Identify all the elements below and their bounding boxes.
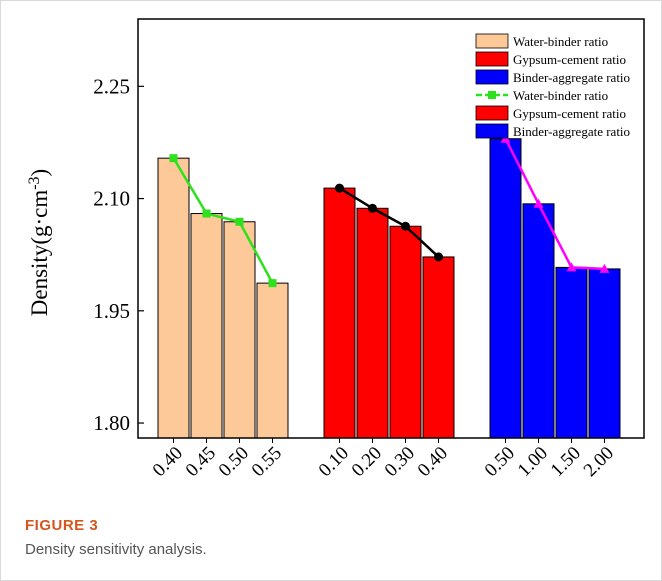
trend-point bbox=[169, 154, 178, 163]
legend-label: Gypsum-cement ratio bbox=[513, 52, 626, 67]
figure-label: FIGURE 3 bbox=[25, 517, 99, 534]
y-tick-label: 1.95 bbox=[93, 299, 130, 323]
trend-point bbox=[235, 217, 244, 226]
x-tick-label: 2.00 bbox=[580, 443, 618, 481]
bar bbox=[323, 187, 356, 439]
x-tick-label: 0.30 bbox=[381, 443, 419, 481]
trend-point bbox=[335, 183, 344, 193]
bar bbox=[223, 221, 256, 439]
bar bbox=[422, 256, 455, 439]
x-tick-label: 0.50 bbox=[481, 443, 519, 481]
bar bbox=[157, 157, 190, 439]
x-tick-label: 0.40 bbox=[149, 443, 187, 481]
bar bbox=[389, 225, 422, 439]
trend-point bbox=[599, 263, 610, 273]
trend-line bbox=[338, 187, 440, 258]
bar bbox=[588, 268, 621, 439]
x-tick-label: 1.00 bbox=[514, 443, 552, 481]
trend-point bbox=[268, 279, 277, 288]
x-tick-label: 0.45 bbox=[182, 443, 220, 481]
trend-point bbox=[401, 221, 410, 231]
x-tick-label: 0.50 bbox=[215, 443, 253, 481]
trend-point bbox=[533, 198, 544, 208]
y-axis-label: Density(g·cm-3) bbox=[26, 169, 53, 316]
x-tick-label: 0.10 bbox=[315, 443, 353, 481]
density-chart: 0.400.450.500.55 0.100.200.300.40 0.501.00… bbox=[26, 18, 645, 481]
legend-swatch bbox=[475, 33, 509, 49]
x-tick-label: 0.55 bbox=[248, 443, 286, 481]
trend-point bbox=[202, 209, 211, 218]
bar bbox=[356, 207, 389, 439]
legend-label: Water-binder ratio bbox=[513, 34, 608, 49]
x-tick-label: 0.20 bbox=[348, 443, 386, 481]
plot-frame bbox=[137, 18, 645, 439]
trend-line bbox=[504, 138, 605, 271]
legend-label: Binder-aggregate ratio bbox=[513, 124, 630, 139]
trend-line bbox=[172, 157, 274, 284]
legend-label: Water-binder ratio bbox=[513, 88, 608, 103]
trend-point bbox=[434, 252, 443, 262]
bar bbox=[522, 203, 555, 439]
figure-caption: Density sensitivity analysis. bbox=[25, 541, 207, 558]
bar bbox=[256, 282, 289, 439]
legend-swatch bbox=[475, 105, 509, 121]
bar bbox=[489, 138, 522, 439]
bar bbox=[555, 266, 588, 439]
y-tick-label: 1.80 bbox=[93, 411, 130, 435]
x-tick-label: 0.40 bbox=[414, 443, 452, 481]
legend-swatch bbox=[475, 51, 509, 67]
y-tick-label: 2.10 bbox=[93, 187, 130, 211]
trend-point bbox=[368, 203, 377, 213]
x-tick-label: 1.50 bbox=[547, 443, 585, 481]
legend-marker bbox=[488, 91, 496, 99]
legend-swatch bbox=[475, 123, 509, 139]
legend-label: Gypsum-cement ratio bbox=[513, 106, 626, 121]
y-tick-label: 2.25 bbox=[93, 74, 130, 98]
bar bbox=[190, 213, 223, 439]
trend-point bbox=[566, 262, 577, 272]
legend-label: Binder-aggregate ratio bbox=[513, 70, 630, 85]
legend-swatch bbox=[475, 69, 509, 85]
